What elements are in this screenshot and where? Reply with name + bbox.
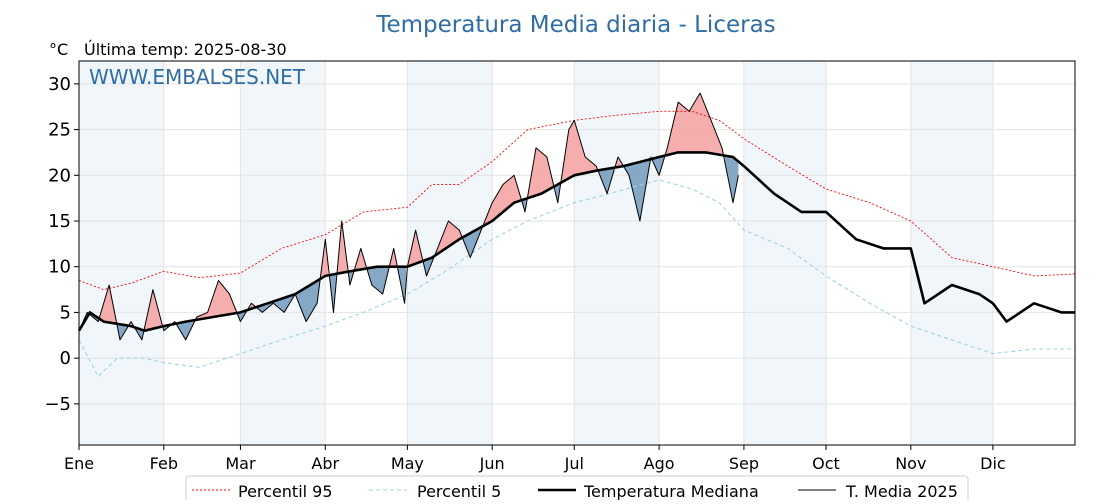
last-temp-label: Última temp: 2025-08-30 [84, 40, 287, 59]
y-tick-label: 10 [48, 257, 71, 278]
watermark: WWW.EMBALSES.NET [89, 65, 306, 89]
x-axis: Ene Feb Mar Abr May Jun Jul Ago Sep Oct Nov Dic [64, 445, 1006, 473]
month-band [743, 61, 826, 445]
warm-anomaly-area [337, 221, 348, 274]
x-tick-label: Mar [225, 454, 256, 473]
month-band [240, 61, 326, 445]
cold-anomaly-area [624, 159, 650, 221]
cold-anomaly-area [423, 256, 434, 276]
y-tick-label: 15 [48, 211, 71, 232]
legend-label: Percentil 5 [417, 482, 501, 500]
month-bands [79, 61, 993, 445]
plot-frame [78, 60, 1076, 446]
chart-title: Temperatura Media diaria - Liceras [375, 12, 775, 38]
x-tick-label: Oct [812, 454, 840, 473]
x-tick-label: Feb [150, 454, 178, 473]
x-tick-label: Jun [479, 454, 505, 473]
series-line-percentil-95 [78, 110, 1076, 291]
warm-anomaly-area [484, 175, 521, 226]
legend-label: T. Media 2025 [845, 482, 958, 500]
warm-anomaly-area [434, 221, 463, 256]
x-tick-label: Nov [895, 454, 926, 473]
warm-anomaly-area [407, 230, 423, 267]
warm-anomaly-area [99, 285, 116, 324]
x-tick-label: Jul [564, 454, 584, 473]
warm-anomaly-area [665, 93, 724, 156]
y-tick-label: 25 [48, 120, 71, 141]
cold-anomaly-area [329, 273, 337, 313]
cold-anomaly-area [598, 167, 614, 194]
x-tick-label: Ago [644, 454, 675, 473]
legend-label: Percentil 95 [238, 482, 333, 500]
x-tick-label: May [391, 454, 424, 473]
cold-anomaly-area [463, 226, 483, 258]
month-band [574, 61, 660, 445]
legend: Percentil 95 Percentil 5 Temperatura Media… [185, 475, 969, 504]
series-line-temperatura-mediana [77, 151, 1075, 333]
anomaly-fills [79, 93, 739, 340]
cold-anomaly-area [397, 266, 406, 304]
x-tick-label: Dic [980, 454, 1006, 473]
x-tick-label: Sep [729, 454, 759, 473]
y-tick-label: 5 [60, 302, 71, 323]
y-tick-label: 20 [48, 165, 71, 186]
cold-anomaly-area [652, 155, 665, 176]
y-tick-label: 0 [60, 348, 71, 369]
x-tick-label: Abr [311, 454, 339, 473]
y-axis: −5 0 5 10 15 20 25 30 [44, 74, 79, 415]
series-lines [77, 92, 1076, 377]
warm-anomaly-area [144, 289, 163, 331]
legend-label: Temperatura Mediana [583, 482, 759, 500]
warm-anomaly-area [355, 248, 367, 271]
cold-anomaly-area [117, 323, 129, 340]
cold-anomaly-area [256, 294, 294, 313]
cold-anomaly-area [555, 182, 561, 203]
y-tick-label: −5 [44, 394, 71, 415]
unit-label: °C [49, 40, 68, 59]
warm-anomaly-area [389, 248, 397, 267]
legend-box [185, 475, 969, 504]
x-tick-label: Ene [64, 454, 94, 473]
month-band [79, 61, 164, 445]
warm-anomaly-area [562, 120, 598, 183]
cold-anomaly-area [367, 266, 389, 295]
cold-anomaly-area [176, 320, 194, 340]
y-tick-label: 30 [48, 74, 71, 95]
month-band [910, 61, 993, 445]
